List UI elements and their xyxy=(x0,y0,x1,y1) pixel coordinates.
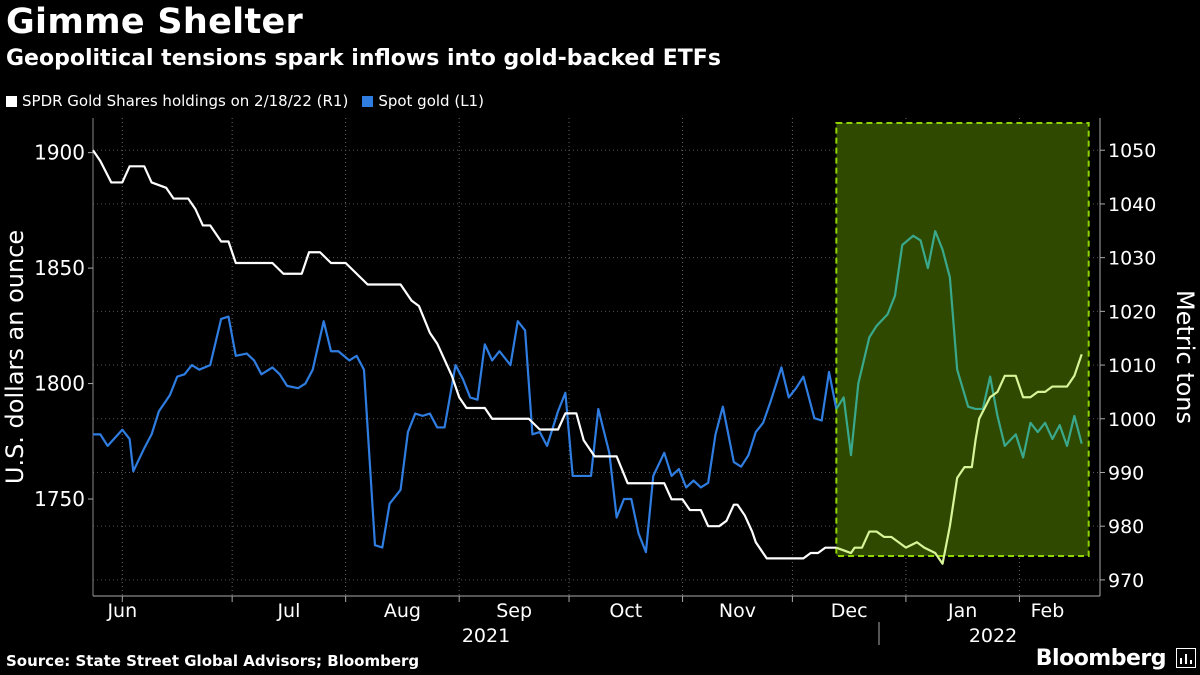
x-tick-label: Feb xyxy=(1031,600,1065,622)
spdr-holdings-line-segment-0 xyxy=(92,149,837,560)
left-axis-title: U.S. dollars an ounce xyxy=(1,230,29,484)
x-tick-label: Nov xyxy=(719,600,756,622)
spot-gold-line-segment-0 xyxy=(93,315,838,554)
spdr-holdings-line-segment-1 xyxy=(835,353,1083,565)
chart-subtitle: Geopolitical tensions spark inflows into… xyxy=(6,46,721,71)
legend-label-gold: Spot gold (L1) xyxy=(378,92,484,110)
right-tick-label: 1010 xyxy=(1108,355,1156,377)
x-tick-label: Aug xyxy=(384,600,421,622)
x-tick-label: Jan xyxy=(947,600,977,622)
left-tick-label: 1850 xyxy=(34,256,85,280)
legend: SPDR Gold Shares holdings on 2/18/22 (R1… xyxy=(6,92,484,110)
right-tick-label: 1000 xyxy=(1108,409,1156,431)
bar-chart-icon xyxy=(1176,648,1196,668)
chart-title: Gimme Shelter xyxy=(6,2,304,42)
left-tick-label: 1800 xyxy=(34,372,85,396)
x-tick-label: Sep xyxy=(496,600,532,622)
x-tick-label: Dec xyxy=(831,600,868,622)
right-tick-label: 970 xyxy=(1108,570,1144,592)
x-tick-label: Oct xyxy=(609,600,642,622)
legend-item-holdings: SPDR Gold Shares holdings on 2/18/22 (R1… xyxy=(6,92,348,110)
spot-gold-line-segment-1 xyxy=(835,230,1083,459)
right-tick-label: 980 xyxy=(1108,516,1144,538)
brand-logo: Bloomberg xyxy=(1035,646,1167,671)
source-note: Source: State Street Global Advisors; Bl… xyxy=(6,652,420,670)
legend-label-holdings: SPDR Gold Shares holdings on 2/18/22 (R1… xyxy=(22,92,349,110)
highlight-region xyxy=(835,122,1090,557)
right-tick-label: 1020 xyxy=(1108,301,1156,323)
right-tick-label: 990 xyxy=(1108,462,1144,484)
legend-item-gold: Spot gold (L1) xyxy=(362,92,484,110)
year-label: 2021 xyxy=(462,625,510,647)
x-tick-label: Jun xyxy=(106,600,137,622)
right-tick-label: 1040 xyxy=(1108,194,1156,216)
left-tick-label: 1750 xyxy=(34,487,85,511)
legend-swatch-gold xyxy=(362,95,374,107)
year-label: 2022 xyxy=(969,625,1017,647)
right-tick-label: 1030 xyxy=(1108,248,1156,270)
right-axis-title: Metric tons xyxy=(1171,290,1199,424)
x-tick-label: Jul xyxy=(276,600,300,622)
legend-swatch-holdings xyxy=(6,95,17,107)
left-tick-label: 1900 xyxy=(34,141,85,165)
right-tick-label: 1050 xyxy=(1108,140,1156,162)
